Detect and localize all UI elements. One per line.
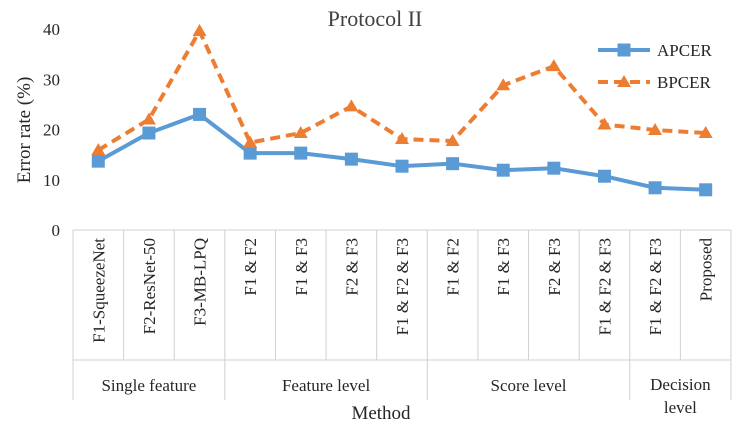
apcer-marker: [142, 126, 156, 140]
x-tick-label: Proposed: [697, 238, 716, 302]
apcer-marker: [344, 152, 358, 166]
apcer-line: [97, 112, 706, 192]
apcer-marker: [294, 146, 308, 160]
apcer-marker: [597, 169, 611, 183]
chart-title: Protocol II: [328, 6, 423, 31]
apcer-marker: [91, 154, 105, 168]
bpcer-marker: [141, 112, 156, 125]
bpcer-marker: [617, 75, 631, 87]
y-tick-label: 40: [43, 20, 60, 39]
apcer-marker: [699, 183, 713, 197]
bpcer-marker: [293, 126, 308, 139]
group-label: Feature level: [282, 376, 371, 395]
x-tick-label: F1 & F2: [444, 238, 463, 296]
y-tick-label: 10: [43, 171, 60, 190]
x-tick-label: F1-SqueezeNet: [89, 238, 108, 343]
x-tick-label: F1 & F2 & F3: [393, 238, 412, 335]
y-axis-title: Error rate (%): [14, 77, 35, 184]
legend-label-bpcer: BPCER: [657, 73, 712, 92]
x-tick-label: F1 & F2 & F3: [646, 238, 665, 335]
bpcer-marker: [192, 24, 207, 37]
legend-label-apcer: APCER: [657, 41, 712, 60]
apcer-series: [91, 107, 713, 197]
x-tick-label: F2 & F3: [342, 238, 361, 296]
apcer-marker: [446, 157, 460, 171]
apcer-marker: [547, 161, 561, 175]
group-label: Single feature: [101, 376, 196, 395]
group-label: Decision: [650, 375, 711, 394]
x-tick-label: F2 & F3: [545, 238, 564, 296]
group-label: Score level: [491, 376, 567, 395]
y-tick-label: 0: [52, 221, 61, 240]
bpcer-marker: [243, 135, 258, 148]
x-tick-label: F2-ResNet-50: [140, 238, 159, 334]
bpcer-marker: [395, 132, 409, 145]
apcer-marker: [395, 159, 409, 173]
bpcer-marker: [597, 117, 612, 130]
bpcer-marker: [91, 143, 106, 156]
axes: 0 10 20 30 40 F1-SqueezeNet F2-ResNet-50 F3-MB-…: [43, 20, 732, 417]
group-label: level: [664, 398, 697, 417]
bpcer-marker: [648, 123, 663, 136]
x-axis-title: Method: [351, 403, 411, 424]
bpcer-marker: [344, 99, 359, 112]
x-tick-label: F1 & F3: [494, 238, 513, 296]
bpcer-marker: [496, 78, 511, 91]
apcer-marker: [617, 43, 631, 57]
apcer-marker: [648, 181, 662, 195]
bpcer-marker: [445, 134, 460, 147]
x-tick-label: F3-MB-LPQ: [191, 238, 210, 326]
apcer-marker: [193, 107, 207, 121]
series-layer: [91, 24, 713, 197]
apcer-marker: [243, 146, 257, 160]
y-tick-label: 20: [43, 121, 60, 140]
y-tick-label: 30: [43, 70, 60, 89]
apcer-marker: [496, 163, 510, 177]
x-tick-label: F1 & F3: [292, 238, 311, 296]
bpcer-marker: [698, 126, 713, 139]
x-tick-label: F1 & F2: [241, 238, 260, 296]
legend: APCER BPCER: [598, 41, 712, 92]
x-tick-label: F1 & F2 & F3: [595, 238, 614, 335]
bpcer-marker: [546, 59, 561, 72]
bpcer-series: [91, 24, 713, 156]
